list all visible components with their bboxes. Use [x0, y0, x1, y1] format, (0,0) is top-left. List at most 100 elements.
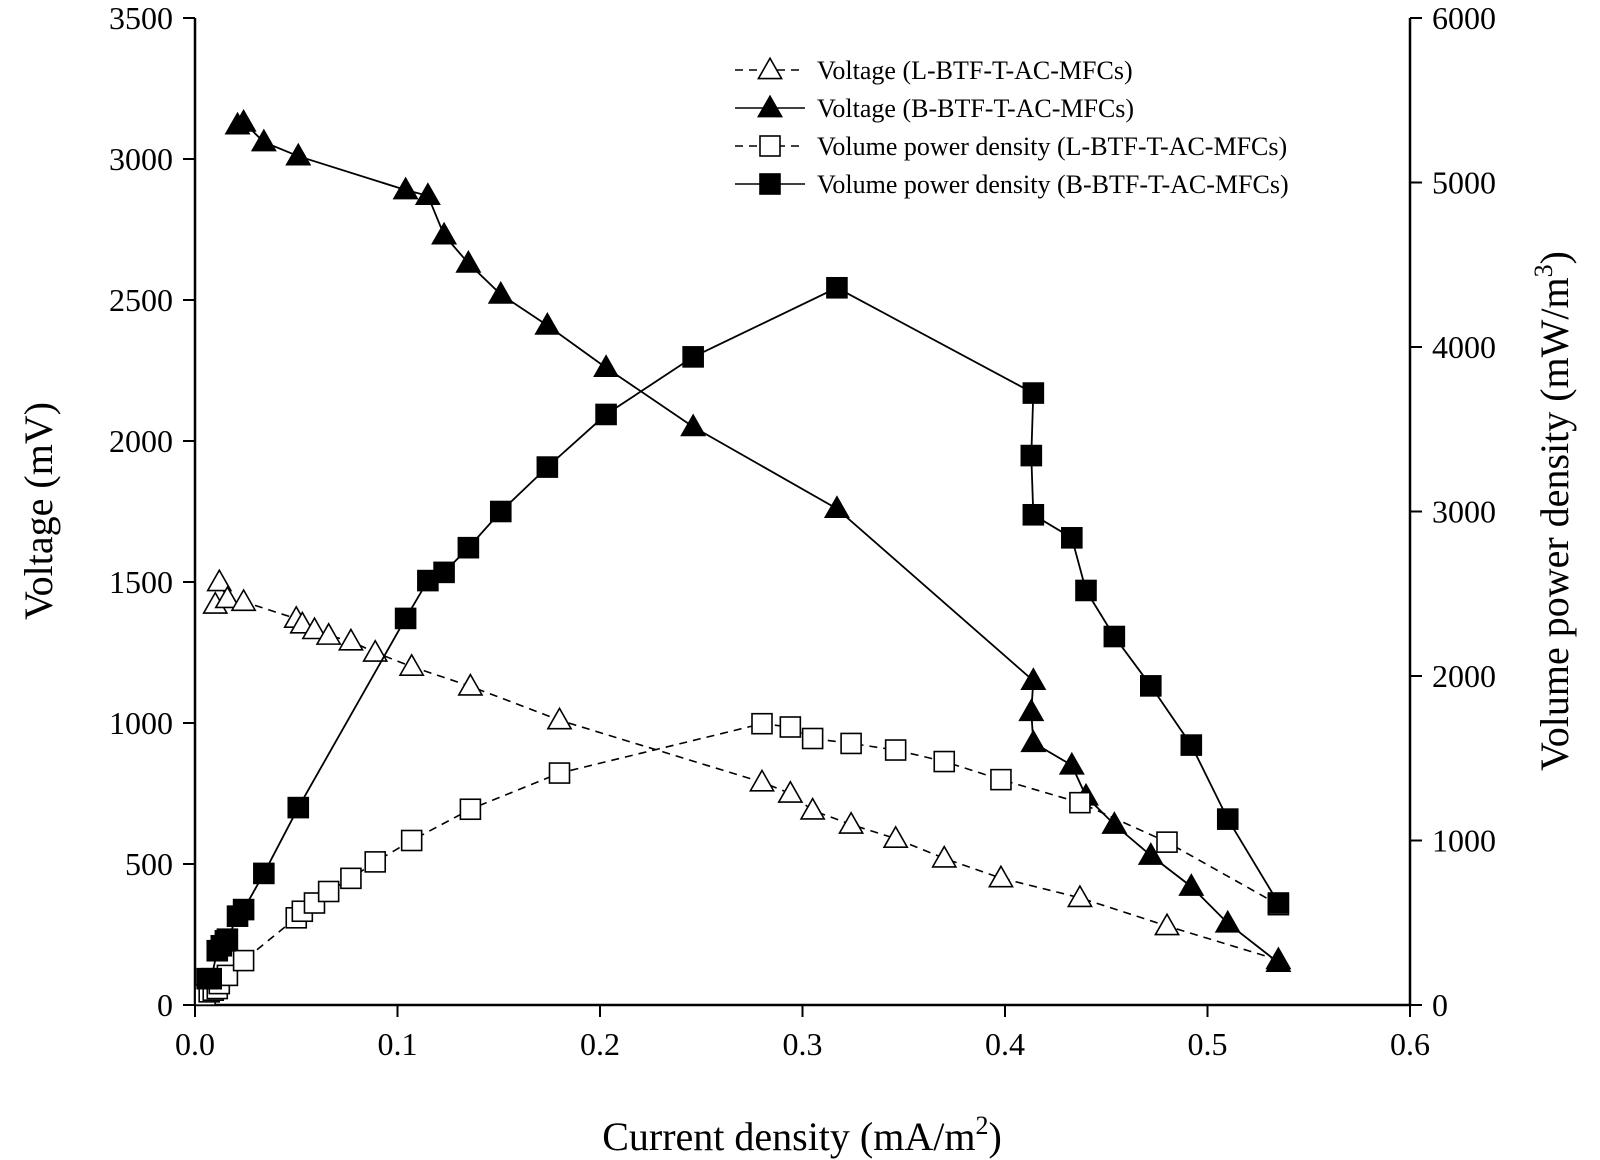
- y-left-tick-label: 0: [157, 987, 173, 1023]
- square-point: [990, 768, 1012, 791]
- ticks-group: 0.0 0.1 0.2 0.3 0.4 0.5 0.60500100015002000250…: [109, 0, 1496, 1062]
- triangle-point: [1137, 842, 1164, 865]
- triangle-point: [398, 653, 425, 676]
- square-point: [433, 561, 455, 584]
- y-left-tick-label: 500: [125, 846, 173, 882]
- right-y-axis-title: Volume power density (mW/m3): [1529, 251, 1577, 771]
- triangle-point: [285, 142, 312, 166]
- triangle-point: [230, 108, 257, 132]
- square-point: [317, 880, 340, 903]
- square-point: [826, 276, 848, 299]
- square-point: [1020, 444, 1043, 467]
- series-group: [194, 108, 1292, 1006]
- triangle-point: [593, 354, 620, 378]
- y-left-tick-label: 2000: [109, 423, 173, 459]
- triangle-point: [1178, 873, 1205, 896]
- x-tick-label: 0.1: [378, 1026, 418, 1062]
- x-tick-label: 0.6: [1390, 1026, 1430, 1062]
- square-point: [232, 898, 255, 921]
- y-right-tick-label: 1000: [1432, 823, 1496, 859]
- square-point: [1156, 831, 1178, 853]
- y-right-tick-label: 4000: [1432, 329, 1496, 365]
- legend-marker: [757, 56, 783, 80]
- y-right-tick-label: 6000: [1432, 0, 1496, 36]
- y-right-tick-label: 5000: [1432, 165, 1496, 201]
- square-point: [779, 716, 802, 738]
- triangle-point: [457, 672, 484, 696]
- triangle-point: [392, 176, 419, 200]
- square-point: [1075, 579, 1097, 602]
- x-tick-label: 0.5: [1188, 1026, 1228, 1062]
- triangle-point: [250, 128, 277, 152]
- square-point: [536, 456, 559, 478]
- square-point: [459, 798, 482, 821]
- triangle-point: [1018, 698, 1045, 722]
- square-point: [216, 928, 239, 951]
- legend-marker: [757, 94, 783, 118]
- triangle-point: [315, 622, 342, 645]
- y-left-tick-label: 1000: [109, 705, 173, 741]
- y-left-tick-label: 3000: [109, 141, 173, 177]
- square-point: [394, 607, 417, 630]
- triangle-point: [206, 568, 233, 592]
- triangle-point: [1265, 949, 1292, 973]
- triangle-point: [487, 280, 514, 304]
- triangle-point: [414, 182, 441, 206]
- triangle-point: [301, 616, 328, 640]
- left-y-axis-title: Voltage (mV): [16, 402, 61, 620]
- square-point: [801, 727, 824, 750]
- square-point: [595, 403, 617, 426]
- series-line: [237, 121, 1279, 964]
- square-point: [340, 867, 362, 890]
- x-tick-label: 0.2: [580, 1026, 620, 1062]
- series-3: [194, 712, 1290, 1006]
- y-right-tick-label: 3000: [1432, 494, 1496, 530]
- legend-label: Voltage (L-BTF-T-AC-MFCs): [817, 56, 1133, 85]
- x-tick-label: 0.3: [783, 1026, 823, 1062]
- triangle-point: [534, 311, 561, 335]
- x-tick-label: 0.0: [175, 1026, 215, 1062]
- square-point: [364, 851, 387, 873]
- legend-marker: [759, 173, 781, 195]
- y-right-tick-label: 0: [1432, 987, 1448, 1023]
- series-4: [196, 276, 1290, 990]
- triangle-point: [931, 844, 958, 868]
- legend-label: Volume power density (B-BTF-T-AC-MFCs): [817, 170, 1289, 199]
- square-point: [1022, 503, 1045, 526]
- square-point: [489, 500, 512, 523]
- square-point: [1140, 675, 1162, 697]
- triangle-point: [799, 797, 826, 820]
- square-point: [1103, 625, 1126, 648]
- square-point: [751, 712, 773, 735]
- triangle-point: [214, 585, 241, 609]
- legend-label: Volume power density (L-BTF-T-AC-MFCs): [817, 132, 1287, 161]
- square-point: [682, 346, 704, 368]
- triangle-point: [1020, 667, 1047, 691]
- triangle-point: [749, 768, 775, 792]
- triangle-point: [1020, 729, 1047, 753]
- y-right-tick-label: 2000: [1432, 658, 1496, 694]
- triangle-point: [882, 825, 909, 848]
- y-left-tick-label: 1500: [109, 564, 173, 600]
- square-point: [400, 829, 423, 852]
- legend: Voltage (L-BTF-T-AC-MFCs) Voltage (B-BTF-…: [735, 56, 1289, 199]
- triangle-point: [1154, 912, 1180, 936]
- x-axis-title: Current density (mA/m2): [602, 1111, 1002, 1159]
- square-point: [840, 732, 862, 755]
- legend-label: Voltage (B-BTF-T-AC-MFCs): [817, 94, 1134, 123]
- square-point: [457, 536, 480, 559]
- triangle-point: [838, 811, 865, 834]
- triangle-point: [431, 221, 458, 245]
- series-2: [224, 108, 1292, 973]
- triangle-point: [230, 588, 257, 612]
- triangle-point: [455, 249, 482, 273]
- square-point: [884, 739, 907, 761]
- square-point: [1022, 382, 1045, 404]
- triangle-point: [680, 413, 707, 437]
- square-point: [1267, 892, 1290, 914]
- square-point: [548, 762, 571, 784]
- triangle-point: [1058, 751, 1085, 775]
- square-point: [287, 796, 310, 819]
- triangle-point: [987, 864, 1014, 888]
